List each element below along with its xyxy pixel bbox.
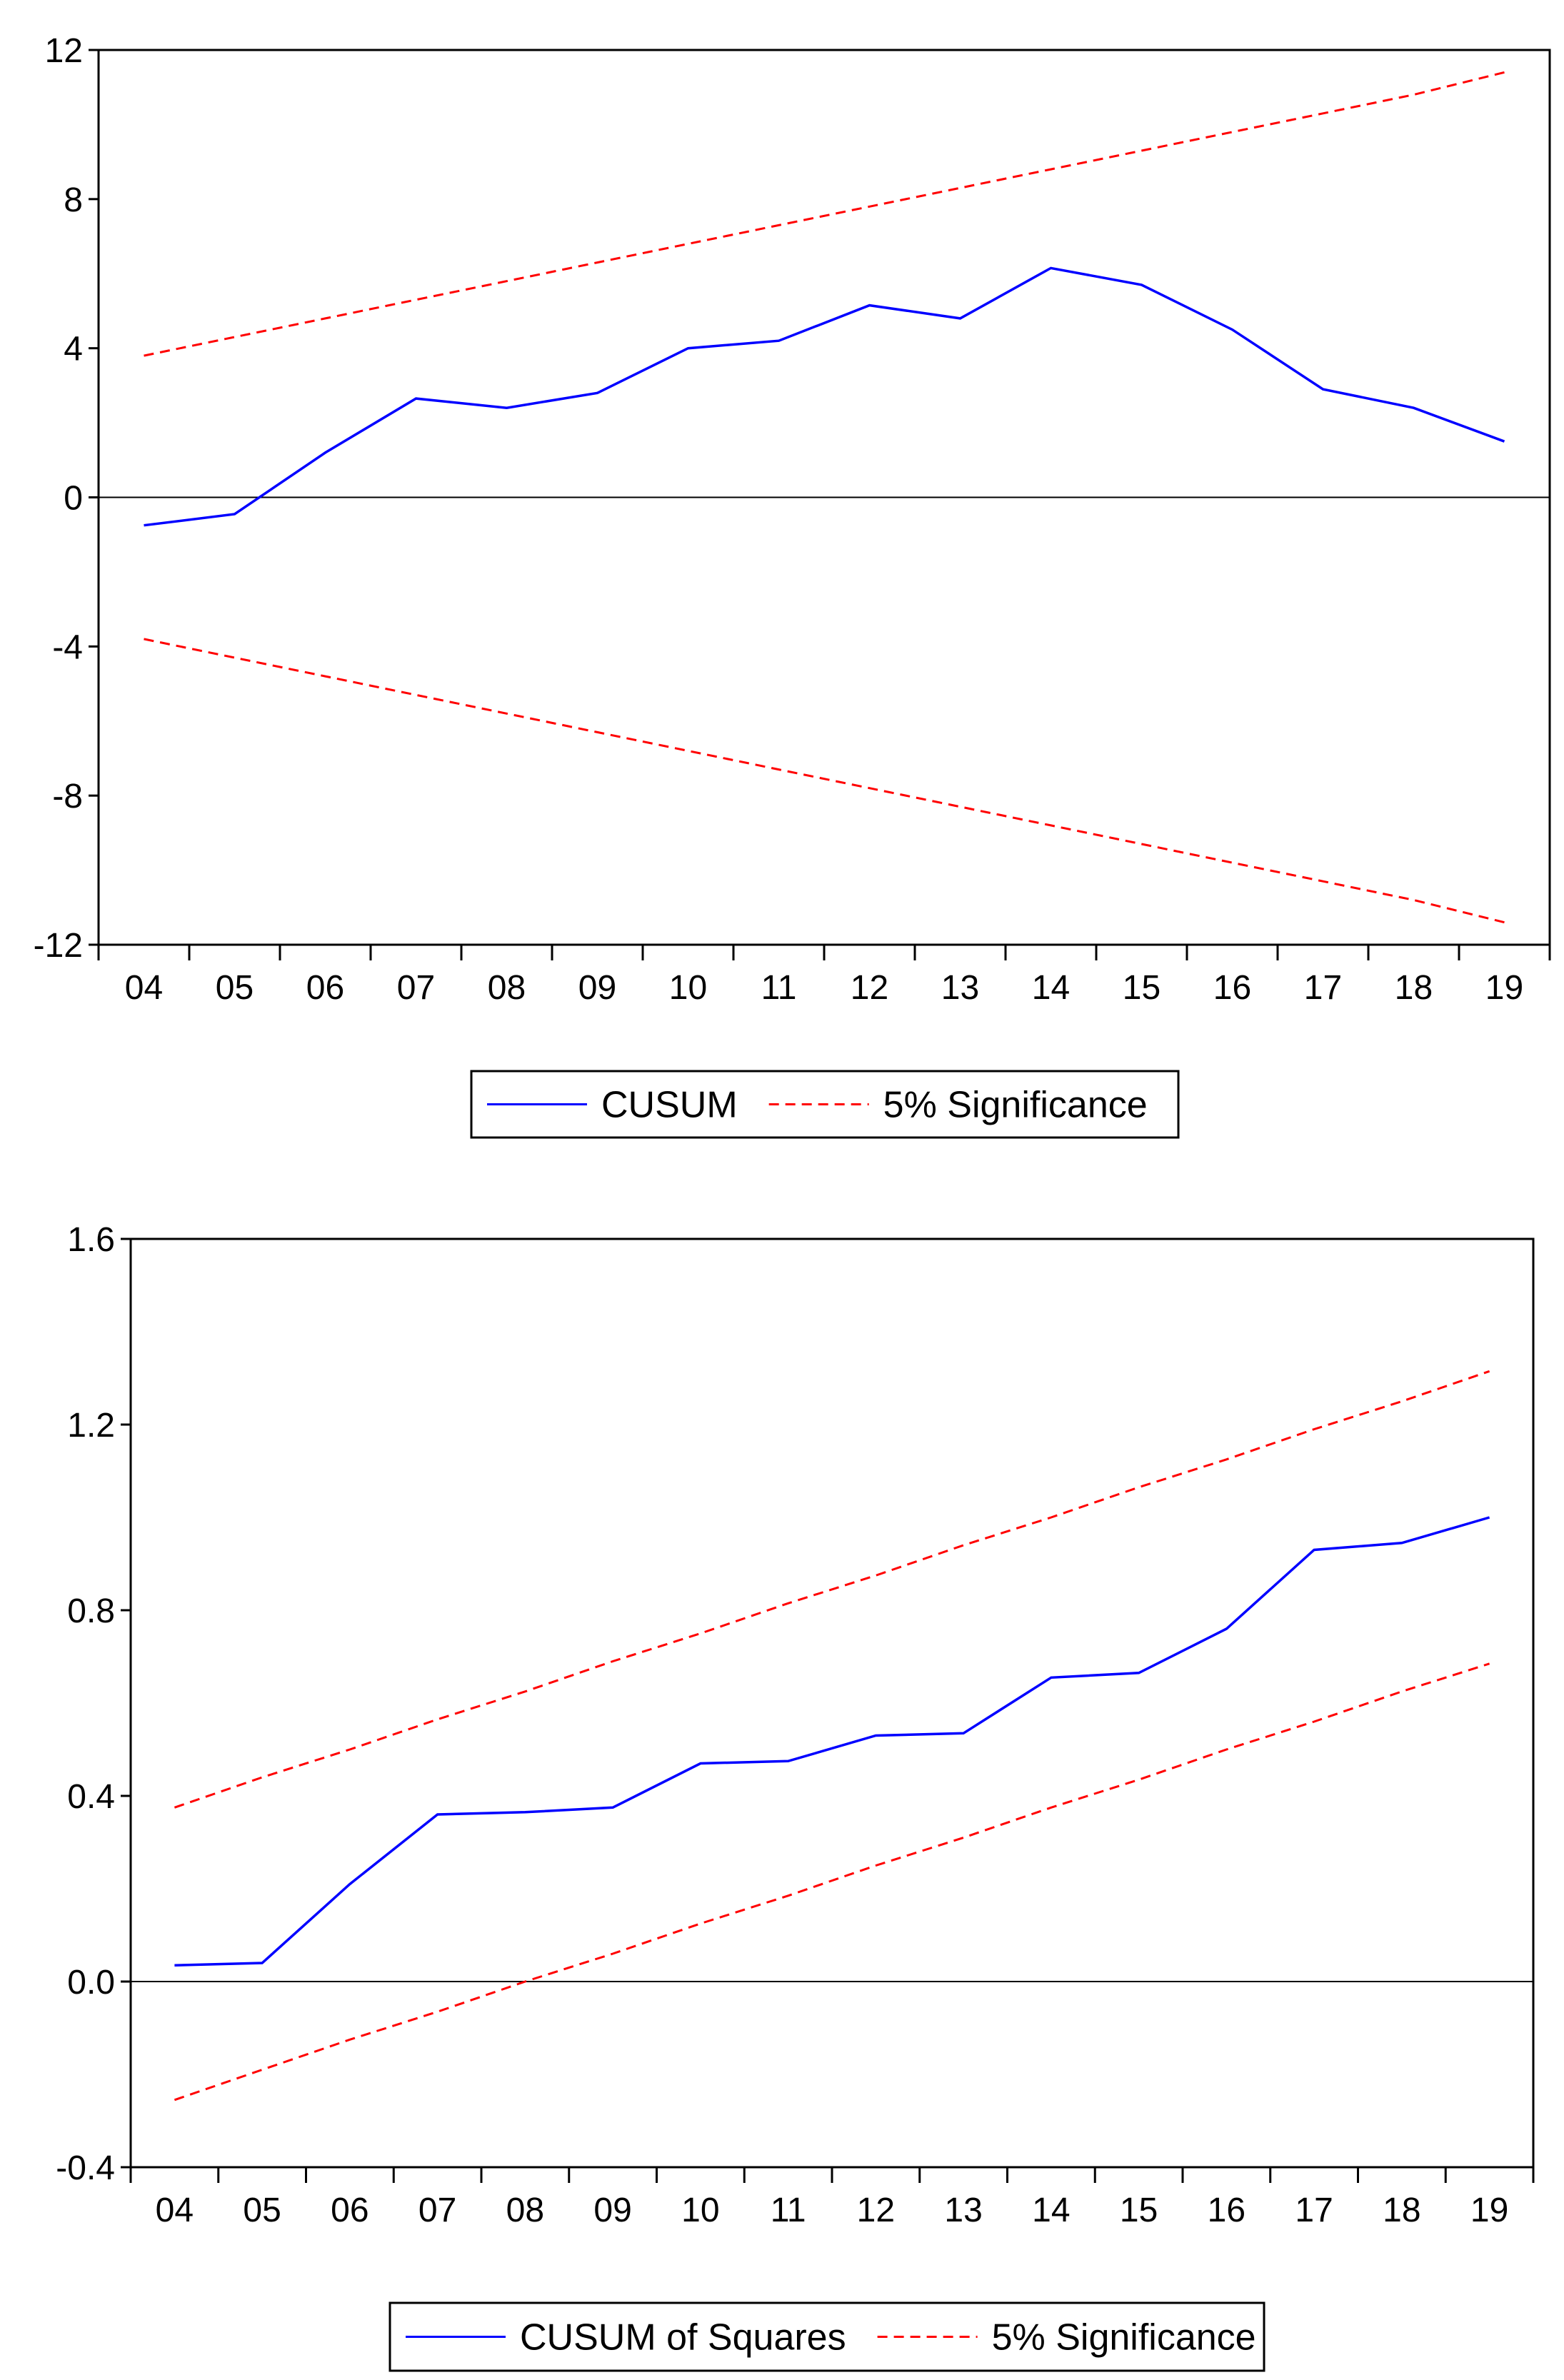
y-tick-label: 1.2 xyxy=(67,1407,115,1445)
legend-label: CUSUM xyxy=(601,1085,738,1126)
x-tick-label: 16 xyxy=(1213,969,1251,1007)
x-tick-label: 17 xyxy=(1304,969,1342,1007)
x-tick-label: 08 xyxy=(488,969,526,1007)
x-tick-label: 09 xyxy=(593,2191,631,2229)
x-tick-label: 13 xyxy=(944,2191,982,2229)
x-tick-label: 13 xyxy=(941,969,979,1007)
series-line-5-significance xyxy=(144,71,1505,357)
x-tick-label: 18 xyxy=(1395,969,1433,1007)
x-tick-label: 06 xyxy=(331,2191,369,2229)
y-tick-label: 1.6 xyxy=(67,1221,115,1259)
x-tick-label: 14 xyxy=(1032,2191,1070,2229)
legend-box xyxy=(389,2301,1265,2372)
y-tick-label: -12 xyxy=(34,927,83,965)
y-tick-label: 0 xyxy=(64,480,83,518)
x-tick-label: 15 xyxy=(1123,969,1161,1007)
series-line-5-significance xyxy=(174,1370,1490,1809)
y-tick-label: -4 xyxy=(52,628,83,666)
x-tick-label: 10 xyxy=(669,969,707,1007)
series-line-5-significance-lower xyxy=(144,638,1505,924)
chart-2: 1.6 1.2 0.8 0.4 0.0 -0.4 04 05 06 07 08 09 10 11 12 13 1… xyxy=(56,1221,1535,2372)
y-tick-label: 0.8 xyxy=(67,1592,115,1630)
legend-label: CUSUM of Squares xyxy=(520,2317,846,2359)
x-tick-label: 06 xyxy=(306,969,344,1007)
x-tick-label: 16 xyxy=(1208,2191,1245,2229)
legend-box xyxy=(470,1070,1180,1139)
x-tick-label: 18 xyxy=(1383,2191,1420,2229)
x-tick-label: 09 xyxy=(578,969,616,1007)
x-tick-label: 12 xyxy=(851,969,888,1007)
y-tick-label: 12 xyxy=(45,32,83,70)
x-tick-label: 07 xyxy=(418,2191,456,2229)
x-tick-label: 15 xyxy=(1120,2191,1158,2229)
legend-label: 5% Significance xyxy=(883,1085,1148,1126)
y-tick-label: 4 xyxy=(64,331,83,368)
y-tick-label: 8 xyxy=(64,181,83,219)
x-tick-label: 07 xyxy=(397,969,435,1007)
x-tick-label: 19 xyxy=(1485,969,1523,1007)
x-tick-label: 04 xyxy=(125,969,163,1007)
x-tick-label: 12 xyxy=(857,2191,895,2229)
x-tick-label: 05 xyxy=(216,969,254,1007)
x-tick-label: 19 xyxy=(1470,2191,1508,2229)
x-tick-label: 17 xyxy=(1295,2191,1333,2229)
x-tick-label: 04 xyxy=(156,2191,194,2229)
chart-1: 12 8 4 0 -4 -8 -12 04 05 06 07 08 09 10 11 12 13 14 15 16 17… xyxy=(34,32,1551,1139)
x-tick-label: 08 xyxy=(506,2191,544,2229)
x-tick-label: 11 xyxy=(761,969,797,1007)
series-line-5-significance-lower xyxy=(174,1662,1490,2102)
legend-label: 5% Significance xyxy=(992,2317,1256,2359)
y-tick-label: -0.4 xyxy=(56,2149,115,2187)
x-tick-label: 10 xyxy=(681,2191,719,2229)
x-tick-label: 05 xyxy=(243,2191,281,2229)
y-tick-label: -8 xyxy=(52,778,83,815)
y-tick-label: 0.0 xyxy=(67,1964,115,2002)
y-tick-label: 0.4 xyxy=(67,1778,115,1816)
x-tick-label: 14 xyxy=(1032,969,1070,1007)
x-tick-label: 11 xyxy=(771,2191,806,2229)
series-line-cusum xyxy=(144,266,1505,527)
series-line-cusum-of-squares xyxy=(174,1516,1490,1967)
plot-frame xyxy=(129,1237,1535,2169)
